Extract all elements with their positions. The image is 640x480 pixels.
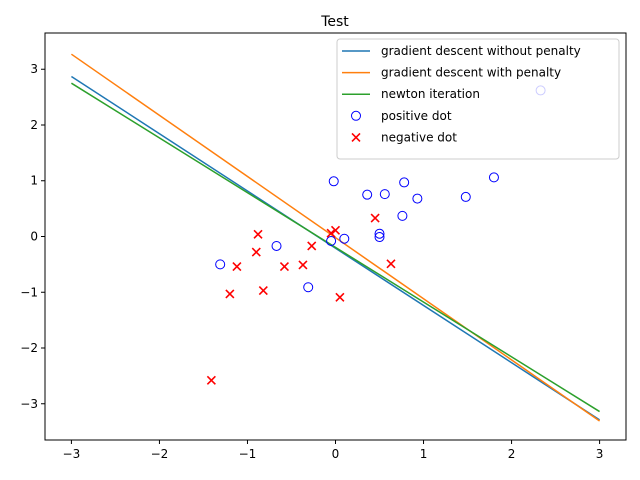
legend: gradient descent without penalty gradient… [336, 38, 620, 160]
positive-point [488, 172, 499, 183]
positive-point [328, 176, 339, 187]
axes-frame [44, 32, 627, 441]
legend-entry: gradient descent with penalty [342, 66, 561, 80]
positive-point [215, 259, 226, 270]
negative-point [335, 292, 345, 302]
legend-x-swatch [351, 132, 361, 142]
x-tick-label: −3 [63, 447, 81, 461]
legend-box [336, 38, 620, 160]
legend-entry: negative dot [351, 130, 457, 144]
legend-label: negative dot [381, 130, 457, 144]
positive-point [412, 193, 423, 204]
y-tick-label: −2 [20, 341, 38, 355]
legend-label: gradient descent without penalty [381, 44, 581, 58]
negative-point [258, 286, 268, 296]
negative-point [253, 229, 263, 239]
negative-point [206, 375, 216, 385]
positive-point [374, 228, 385, 239]
negative-point [307, 241, 317, 251]
x-tick-label: 3 [596, 447, 604, 461]
axis-ticks: −3 −2 −1 0 1 2 3 −3 −2 −1 0 1 2 3 [20, 62, 603, 461]
chart-title: Test [320, 14, 349, 30]
y-tick-label: 3 [30, 62, 38, 76]
positive-point [379, 189, 390, 200]
y-tick-label: 0 [30, 230, 38, 244]
negative-point [225, 289, 235, 299]
positive-point [362, 189, 373, 200]
legend-entry: positive dot [351, 109, 452, 123]
x-tick-label: −2 [151, 447, 169, 461]
y-tick-label: 1 [30, 174, 38, 188]
negative-point [370, 213, 380, 223]
positive-point [397, 210, 408, 221]
positive-point [326, 235, 337, 246]
x-tick-label: 2 [508, 447, 516, 461]
series-line-2 [70, 53, 601, 422]
legend-label: positive dot [381, 109, 452, 123]
negative-point [386, 259, 396, 269]
plot-area [70, 53, 601, 422]
legend-label: newton iteration [381, 87, 480, 101]
x-tick-label: −1 [239, 447, 257, 461]
negative-point [326, 228, 336, 238]
legend-entry: gradient descent without penalty [342, 44, 581, 58]
negative-point [330, 225, 341, 235]
negative-point [279, 262, 290, 272]
series-line-3 [71, 82, 600, 413]
negative-point [298, 260, 308, 270]
positive-point [271, 240, 282, 251]
x-tick-label: 0 [332, 447, 340, 461]
positive-point [374, 232, 385, 243]
positive-point [303, 282, 314, 293]
positive-point [460, 191, 471, 202]
negative-point [232, 262, 242, 272]
positive-point [399, 177, 410, 188]
plot-content [70, 53, 601, 422]
legend-label: gradient descent with penalty [381, 66, 561, 80]
negative-point [251, 247, 261, 257]
positive-point [339, 233, 350, 244]
x-tick-label: 1 [420, 447, 428, 461]
legend-entry: newton iteration [342, 87, 480, 101]
y-tick-label: −1 [20, 285, 38, 299]
legend-circle-swatch [351, 110, 361, 121]
y-tick-label: 2 [30, 118, 38, 132]
y-tick-label: −3 [20, 397, 38, 411]
